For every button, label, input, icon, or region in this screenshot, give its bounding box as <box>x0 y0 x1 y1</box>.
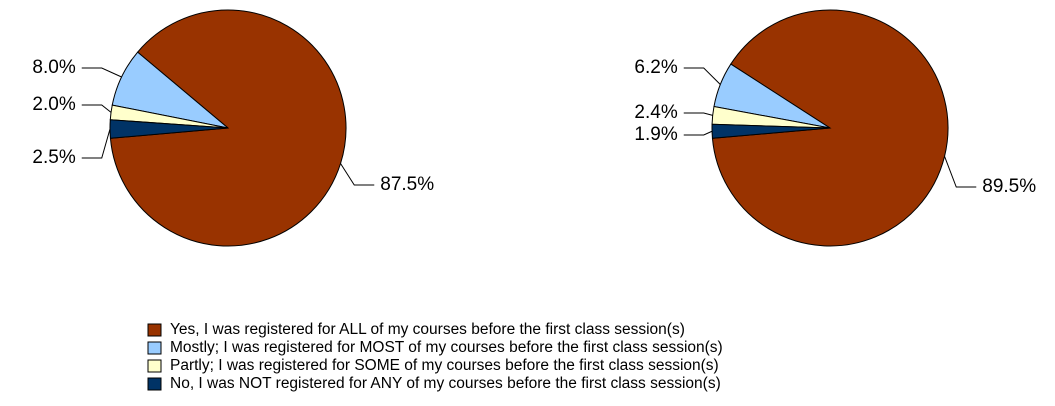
legend-label: Yes, I was registered for ALL of my cour… <box>170 321 685 338</box>
leader-line <box>81 104 112 113</box>
leader-line <box>81 67 122 78</box>
legend-swatch <box>147 359 162 373</box>
pie-slice <box>711 9 949 247</box>
leader-line <box>340 163 375 186</box>
legend-swatch <box>147 341 162 355</box>
legend-label: No, I was NOT registered for ANY of my c… <box>170 375 721 392</box>
legend-swatch <box>147 323 162 337</box>
legend-swatch <box>147 377 162 391</box>
legend-label: Mostly; I was registered for MOST of my … <box>170 339 723 356</box>
leader-line <box>683 112 713 116</box>
data-label: 87.5% <box>380 174 434 195</box>
legend-label: Partly; I was registered for SOME of my … <box>170 357 719 374</box>
data-label: 2.4% <box>634 102 677 123</box>
data-label: 89.5% <box>982 176 1036 197</box>
leader-line <box>944 156 977 188</box>
pie-slice <box>711 123 831 139</box>
data-label: 2.5% <box>32 147 75 168</box>
data-label: 8.0% <box>32 57 75 78</box>
leader-line <box>81 128 111 159</box>
leader-line <box>683 130 713 136</box>
data-label: 2.0% <box>32 94 75 115</box>
data-label: 6.2% <box>634 57 677 78</box>
leader-line <box>683 67 721 85</box>
data-label: 1.9% <box>634 124 677 145</box>
